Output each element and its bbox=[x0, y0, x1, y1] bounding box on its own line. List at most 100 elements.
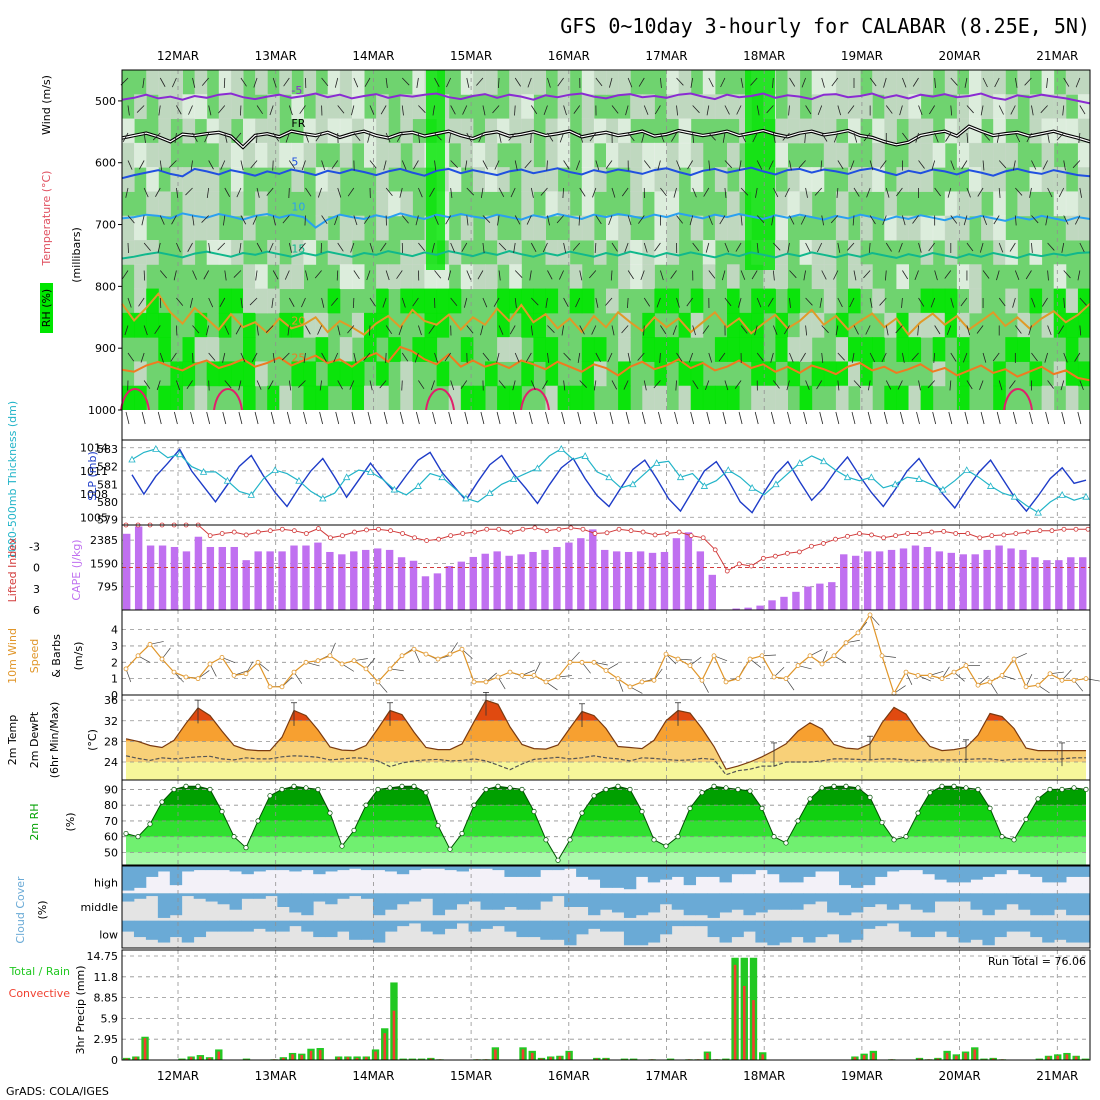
wind-speed-marker bbox=[699, 677, 705, 683]
wind-barb bbox=[288, 187, 290, 199]
wind-speed-marker bbox=[183, 674, 189, 680]
rh-marker bbox=[747, 788, 753, 794]
slp-tick-label: 1008 bbox=[80, 488, 108, 501]
wind-barb bbox=[351, 411, 356, 425]
cloud-cell bbox=[432, 866, 446, 869]
cape-bar bbox=[983, 549, 991, 610]
cloud-cell bbox=[839, 893, 852, 916]
rh-marker bbox=[927, 790, 933, 796]
wind-barb bbox=[821, 270, 827, 280]
wind-barb bbox=[498, 270, 501, 281]
wind-barb bbox=[589, 132, 597, 142]
wind-barb bbox=[217, 242, 226, 251]
cloud-cell bbox=[504, 893, 517, 907]
wind-barb bbox=[192, 325, 200, 334]
wind-barb bbox=[929, 105, 936, 115]
lifted-index-marker bbox=[556, 526, 562, 532]
rh-cell bbox=[509, 264, 522, 290]
rh-cell bbox=[497, 288, 510, 314]
date-label-bottom: 16MAR bbox=[548, 1069, 590, 1083]
cape-tick-label: 2385 bbox=[90, 534, 118, 547]
isotherm-line bbox=[121, 250, 1091, 260]
rh-cell bbox=[1041, 385, 1055, 411]
rh-cell bbox=[835, 191, 849, 217]
wind-barb bbox=[159, 160, 163, 171]
wind-barb bbox=[734, 380, 742, 389]
cape-bar bbox=[756, 605, 764, 610]
cloud-cell bbox=[683, 893, 697, 916]
lifted-index-marker bbox=[845, 533, 850, 539]
date-label-top: 19MAR bbox=[841, 49, 883, 63]
wind-barb bbox=[367, 411, 372, 425]
wind-barb bbox=[621, 187, 629, 197]
cloud-cell bbox=[157, 866, 171, 872]
wind-barb bbox=[945, 132, 952, 142]
wind-barb bbox=[224, 325, 230, 335]
cloud-cell bbox=[384, 893, 398, 910]
wind-barb bbox=[159, 215, 165, 225]
wind-barb bbox=[1015, 325, 1022, 334]
cloud-cell bbox=[743, 920, 756, 932]
wind-barb bbox=[930, 297, 936, 308]
wind-barb bbox=[466, 187, 475, 196]
rh-cell bbox=[920, 70, 934, 95]
wind-barb bbox=[1063, 297, 1066, 308]
rh-cell bbox=[448, 167, 462, 192]
wind-barb bbox=[482, 297, 488, 308]
rh-cell bbox=[956, 191, 970, 217]
rh-cell bbox=[581, 288, 595, 314]
cloud-cell bbox=[659, 893, 673, 905]
cloud-cell bbox=[970, 893, 983, 910]
wind-barb bbox=[401, 380, 403, 391]
wind-barb bbox=[803, 411, 807, 425]
wind-barb bbox=[1063, 160, 1066, 171]
precip-convective-bar bbox=[853, 1057, 857, 1060]
wind-barb bbox=[337, 325, 341, 336]
cape-bar bbox=[397, 557, 406, 610]
precip-convective-bar bbox=[752, 1000, 755, 1060]
wind-barb bbox=[706, 105, 710, 116]
wind-barb bbox=[801, 77, 806, 88]
isotherm-loop bbox=[425, 388, 455, 411]
wind-barb bbox=[399, 187, 403, 198]
rh-cell bbox=[787, 191, 801, 217]
rh-cell bbox=[194, 94, 208, 120]
isotherm-loop bbox=[1003, 388, 1033, 411]
wind-barb bbox=[299, 105, 306, 114]
wind-barb bbox=[718, 352, 726, 362]
cloud-cell bbox=[301, 866, 314, 871]
cloud-cell bbox=[803, 893, 816, 905]
rh-cell bbox=[618, 264, 631, 290]
rh-cell bbox=[714, 94, 728, 120]
wind-barb bbox=[689, 215, 694, 226]
cloud-cell bbox=[480, 893, 493, 910]
rh-cell bbox=[158, 312, 171, 338]
rh-marker bbox=[1035, 796, 1041, 802]
thickness-marker bbox=[1034, 508, 1042, 516]
wind-barb bbox=[852, 215, 855, 226]
rh-cell bbox=[545, 240, 559, 265]
precip-convective-bar bbox=[217, 1051, 221, 1060]
rh-cell bbox=[1005, 240, 1018, 265]
cloud-cell bbox=[623, 920, 637, 946]
wind-barb bbox=[401, 215, 409, 224]
wind-speed-marker bbox=[243, 671, 249, 677]
wind-barb bbox=[869, 352, 876, 363]
wind-barb bbox=[979, 242, 984, 253]
rh-marker bbox=[567, 837, 573, 843]
thickness-marker bbox=[152, 445, 160, 452]
lifted-index-marker bbox=[664, 531, 670, 536]
lifted-index-marker bbox=[484, 526, 490, 532]
rh-cell bbox=[618, 118, 631, 144]
wind-barb bbox=[863, 132, 871, 142]
wind-speed-marker bbox=[855, 630, 861, 636]
rh-cell bbox=[339, 361, 353, 387]
rh-cell bbox=[1077, 142, 1091, 168]
lifted-index-marker bbox=[857, 531, 862, 536]
cloud-cell bbox=[420, 866, 434, 869]
precip-convective-bar bbox=[365, 1057, 368, 1060]
wind-barb bbox=[1058, 187, 1065, 198]
rh2m-axis-label: 2m RH bbox=[28, 803, 41, 840]
wind-speed-marker bbox=[447, 651, 453, 657]
wind-barb bbox=[676, 352, 683, 362]
